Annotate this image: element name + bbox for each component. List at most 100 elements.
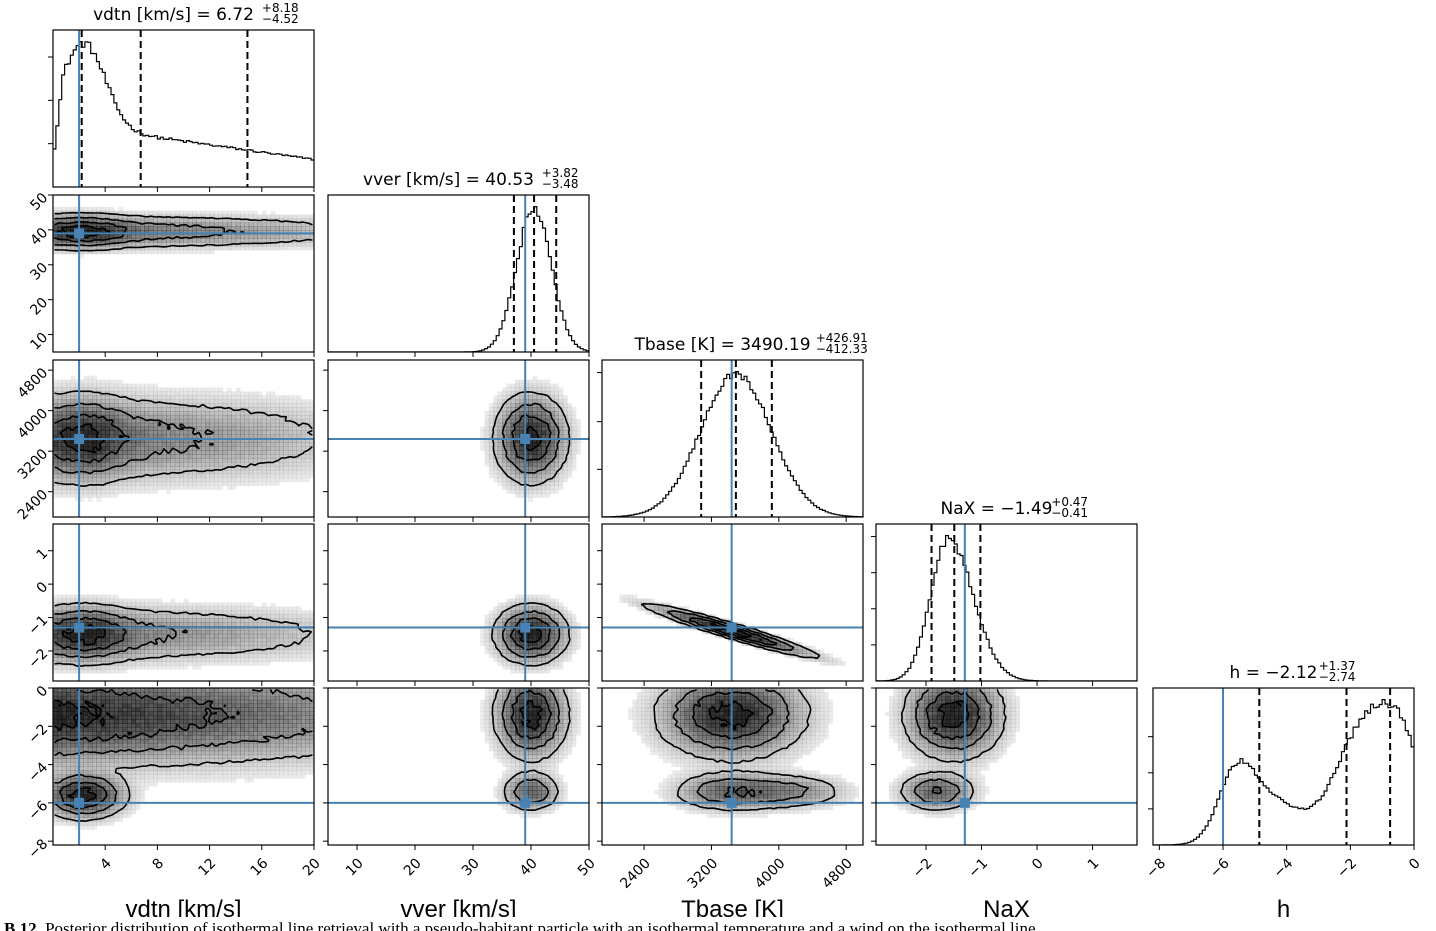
density-cell bbox=[161, 606, 167, 611]
density-cell bbox=[131, 649, 137, 654]
density-cell bbox=[183, 418, 189, 424]
density-cell bbox=[126, 630, 132, 635]
density-cell bbox=[205, 210, 211, 215]
density-cell bbox=[283, 434, 289, 439]
density-cell bbox=[118, 399, 124, 404]
density-cell bbox=[502, 649, 507, 654]
density-cell bbox=[74, 246, 80, 251]
density-cell bbox=[170, 430, 176, 435]
density-cell bbox=[157, 485, 163, 490]
density-cell bbox=[57, 630, 63, 635]
density-cell bbox=[283, 649, 289, 654]
density-cell bbox=[287, 688, 293, 693]
density-cell bbox=[576, 442, 581, 447]
density-cell bbox=[676, 618, 681, 623]
density-cell bbox=[497, 602, 503, 607]
density-cell bbox=[292, 430, 298, 435]
density-cell bbox=[148, 653, 154, 658]
density-cell bbox=[187, 645, 193, 650]
density-cell bbox=[305, 466, 311, 471]
density-cell bbox=[253, 606, 258, 611]
density-cell bbox=[554, 477, 559, 483]
density-cell bbox=[571, 649, 577, 654]
density-cell bbox=[53, 707, 58, 712]
density-cell bbox=[140, 606, 145, 611]
density-cell bbox=[100, 598, 106, 603]
density-cell bbox=[279, 707, 284, 712]
panel-content bbox=[602, 360, 863, 517]
density-cell bbox=[240, 222, 245, 227]
density-cell bbox=[187, 210, 193, 215]
density-cell bbox=[667, 618, 673, 623]
density-cell bbox=[57, 414, 63, 420]
density-cell bbox=[174, 226, 180, 231]
density-cell bbox=[715, 622, 720, 627]
density-cell bbox=[92, 610, 97, 615]
density-cell bbox=[274, 414, 280, 420]
density-cell bbox=[153, 391, 158, 396]
density-cell bbox=[227, 473, 232, 479]
density-cell bbox=[549, 387, 555, 392]
density-cell bbox=[222, 649, 228, 654]
density-cell bbox=[545, 473, 551, 479]
density-cell bbox=[187, 234, 193, 239]
density-cell bbox=[144, 446, 150, 451]
density-cell bbox=[192, 661, 197, 666]
density-cell bbox=[497, 426, 503, 431]
density-cell bbox=[135, 469, 141, 475]
density-cell bbox=[70, 226, 76, 231]
density-cell bbox=[183, 391, 189, 396]
density-cell bbox=[153, 383, 158, 388]
density-cell bbox=[74, 391, 80, 396]
density-cell bbox=[270, 210, 276, 215]
density-cell bbox=[166, 446, 171, 451]
density-cell bbox=[274, 226, 280, 231]
density-cell bbox=[554, 630, 559, 635]
density-cell bbox=[135, 450, 141, 455]
density-cell bbox=[144, 242, 150, 247]
density-cell bbox=[131, 226, 137, 231]
density-cell bbox=[558, 395, 564, 400]
density-cell bbox=[558, 665, 564, 670]
density-cell bbox=[213, 411, 219, 416]
density-cell bbox=[53, 426, 58, 431]
density-cell bbox=[79, 699, 84, 705]
density-cell bbox=[279, 438, 284, 443]
density-cell bbox=[70, 430, 76, 435]
density-cell bbox=[209, 614, 215, 619]
density-cell bbox=[292, 610, 298, 615]
density-cell bbox=[148, 395, 154, 400]
density-cell bbox=[148, 703, 154, 708]
density-cell bbox=[113, 614, 119, 619]
density-cell bbox=[100, 641, 106, 647]
density-cell bbox=[571, 430, 577, 435]
density-cell bbox=[126, 246, 132, 251]
density-cell bbox=[83, 446, 89, 451]
density-cell bbox=[70, 695, 76, 701]
density-cell bbox=[192, 637, 197, 643]
density-cell bbox=[192, 602, 197, 607]
density-cell bbox=[53, 411, 58, 416]
density-cell bbox=[235, 458, 241, 463]
density-cell bbox=[213, 446, 219, 451]
density-cell bbox=[100, 222, 106, 227]
density-cell bbox=[274, 238, 280, 243]
density-cell bbox=[571, 414, 577, 420]
density-cell bbox=[166, 637, 171, 643]
density-cell bbox=[140, 630, 145, 635]
density-cell bbox=[53, 407, 58, 412]
density-cell bbox=[515, 442, 520, 447]
density-cell bbox=[515, 594, 520, 599]
density-cell bbox=[213, 242, 219, 247]
density-cell bbox=[105, 411, 110, 416]
density-cell bbox=[170, 462, 176, 467]
density-cell bbox=[767, 645, 773, 650]
density-cell bbox=[497, 414, 503, 420]
contour-level-3 bbox=[509, 617, 551, 651]
density-cell bbox=[105, 462, 110, 467]
density-cell bbox=[554, 403, 559, 408]
density-cell bbox=[270, 411, 276, 416]
density-cell bbox=[131, 407, 137, 412]
density-cell bbox=[118, 703, 124, 708]
density-cell bbox=[541, 442, 546, 447]
